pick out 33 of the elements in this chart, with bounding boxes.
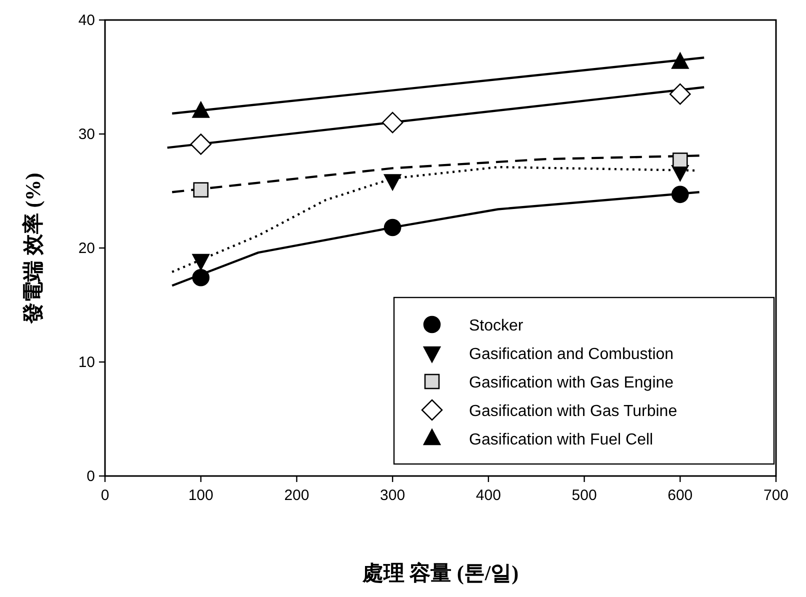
y-tick-label: 10 xyxy=(78,354,95,371)
point xyxy=(190,134,212,155)
x-tick-label: 700 xyxy=(763,487,789,504)
y-tick-label: 20 xyxy=(78,240,95,257)
x-tick-label: 0 xyxy=(100,487,110,504)
line-series xyxy=(171,154,700,194)
point xyxy=(384,174,402,190)
y-tick-label: 30 xyxy=(78,126,95,143)
legend-label: Gasification with Fuel Cell xyxy=(469,432,654,448)
legend-label: Gasification with Gas Engine xyxy=(469,374,674,392)
x-tick-label: 500 xyxy=(572,487,597,504)
point xyxy=(192,102,210,118)
legend-label: Gasification and Combustion xyxy=(469,346,674,363)
point xyxy=(382,112,404,134)
x-axis-title: 處理 容量 (톤/일) xyxy=(361,561,519,585)
point xyxy=(672,152,688,168)
point xyxy=(671,52,689,69)
y-tick-label: 40 xyxy=(78,12,95,29)
x-tick-label: 400 xyxy=(476,487,501,504)
x-tick-label: 100 xyxy=(188,487,214,504)
legend-label: Gasification with Gas Turbine xyxy=(469,403,678,420)
point xyxy=(671,186,689,204)
point xyxy=(192,268,210,286)
point xyxy=(384,218,402,236)
point xyxy=(193,182,209,198)
point xyxy=(669,83,691,105)
legend-label: Stocker xyxy=(469,318,524,334)
y-tick-label: 0 xyxy=(86,468,95,485)
x-tick-label: 200 xyxy=(284,487,310,504)
x-tick-label: 600 xyxy=(668,487,693,504)
y-axis-title: 發電端 效率 (%) xyxy=(21,172,45,324)
x-tick-label: 300 xyxy=(380,487,406,504)
point xyxy=(192,254,210,270)
